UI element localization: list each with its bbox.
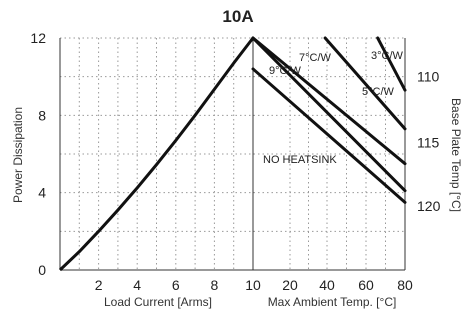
series-label-3-c-w: 3°C/W bbox=[371, 50, 404, 62]
y2-tick-label: 120 bbox=[417, 198, 441, 214]
series-line-5-c-w bbox=[323, 36, 407, 131]
series-label-9-c-w: 9°C/W bbox=[269, 65, 302, 77]
x2-tick-label: 80 bbox=[397, 277, 413, 293]
x-tick-label: 4 bbox=[133, 277, 141, 293]
x-tick-label: 8 bbox=[211, 277, 219, 293]
y2-tick-label: 110 bbox=[417, 69, 440, 85]
series-line-9-c-w bbox=[251, 36, 407, 193]
y-tick-label: 4 bbox=[38, 185, 46, 201]
series-label-no-heatsink: NO HEATSINK bbox=[263, 154, 337, 166]
x-axis-label-right: Max Ambient Temp. [°C] bbox=[268, 295, 397, 309]
y-axis-label: Power Dissipation bbox=[11, 107, 25, 203]
y-tick-label: 12 bbox=[30, 30, 46, 46]
chart-title: 10A bbox=[222, 7, 253, 26]
grid bbox=[60, 37, 406, 270]
tick-labels: NO HEATSINK 9°C/W7°C/W 5°C/W 3°C/W 0 4 8 12 2 4 6 8… bbox=[30, 30, 440, 293]
x-axis-label-left: Load Current [Arms] bbox=[104, 295, 212, 309]
axes bbox=[59, 38, 406, 271]
y2-tick-label: 115 bbox=[417, 134, 440, 150]
series-line-7-c-w bbox=[251, 36, 407, 166]
series-line-no-heatsink bbox=[251, 67, 407, 204]
x-tick-label: 2 bbox=[95, 277, 103, 293]
series-label-5-c-w: 5°C/W bbox=[362, 86, 395, 98]
x2-tick-label: 40 bbox=[319, 277, 335, 293]
series-label-7-c-w: 7°C/W bbox=[299, 52, 332, 64]
x2-tick-label: 20 bbox=[282, 277, 298, 293]
x2-tick-label: 60 bbox=[358, 277, 374, 293]
series-group bbox=[58, 36, 407, 272]
y2-axis-label: Base Plate Temp [°C] bbox=[449, 98, 463, 212]
y-tick-label: 0 bbox=[38, 262, 46, 278]
power-dissipation-curve bbox=[58, 37, 255, 272]
x-tick-label: 6 bbox=[172, 277, 180, 293]
x-tick-label: 10 bbox=[245, 277, 261, 293]
series-line-3-c-w bbox=[376, 36, 407, 92]
y-tick-label: 8 bbox=[38, 107, 46, 123]
